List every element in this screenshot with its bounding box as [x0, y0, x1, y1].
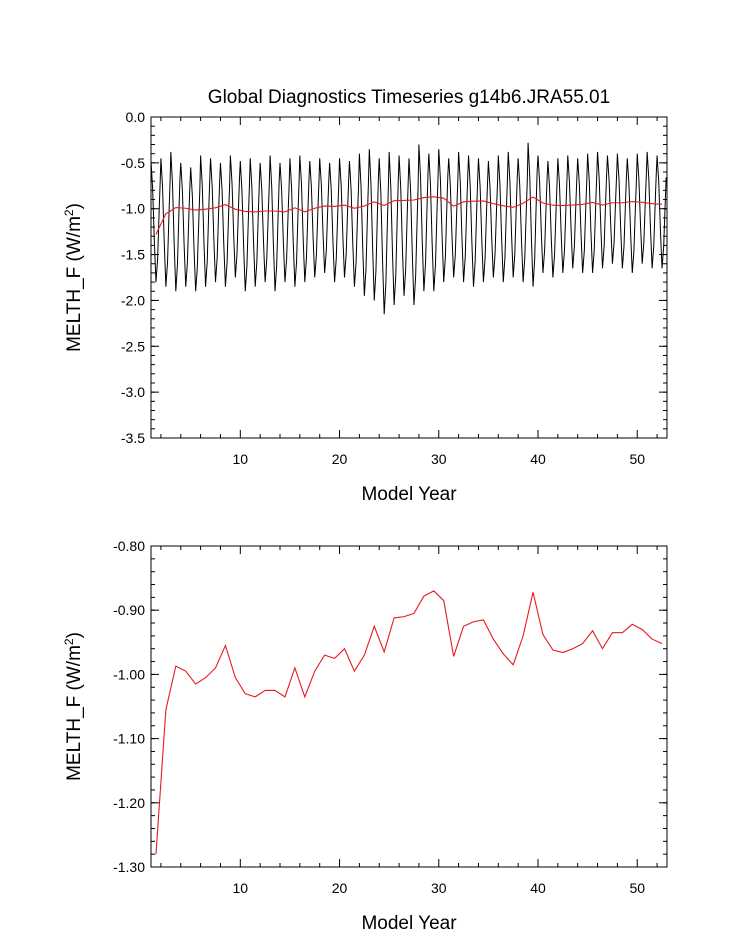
- plot-area: [151, 142, 667, 315]
- x-tick-label: 40: [530, 880, 546, 896]
- y-axis-label-main: MELTH_F (W/m: [64, 216, 85, 352]
- plot-area: [155, 590, 663, 855]
- y-tick-label: -2.5: [121, 338, 145, 354]
- y-tick-label: 0.0: [126, 109, 146, 125]
- y-tick-label: -1.30: [113, 859, 145, 875]
- y-axis-label-close: ): [64, 203, 85, 209]
- x-tick-label: 30: [431, 451, 447, 467]
- y-tick-label: -1.10: [113, 731, 145, 747]
- y-axis-label-close: ): [64, 632, 85, 638]
- y-axis-label-sup: 2: [62, 638, 76, 645]
- y-axis-label: MELTH_F (W/m2): [62, 632, 85, 781]
- x-tick-label: 20: [332, 451, 348, 467]
- y-axis-label-main: MELTH_F (W/m: [64, 645, 85, 781]
- x-tick-label: 10: [233, 880, 249, 896]
- y-tick-label: -3.5: [121, 430, 145, 446]
- y-axis-label: MELTH_F (W/m2): [62, 203, 85, 352]
- plot-frame: [150, 116, 668, 439]
- y-axis-label-sup: 2: [62, 209, 76, 216]
- chart-top: Global Diagnostics Timeseries g14b6.JRA5…: [62, 87, 668, 505]
- chart-title: Global Diagnostics Timeseries g14b6.JRA5…: [208, 87, 610, 108]
- y-tick-label: -0.80: [113, 538, 145, 554]
- x-axis-label: Model Year: [361, 484, 457, 505]
- x-tick-label: 40: [530, 451, 546, 467]
- x-tick-label: 30: [431, 880, 447, 896]
- y-tick-label: -0.90: [113, 602, 145, 618]
- y-tick-label: -1.20: [113, 795, 145, 811]
- y-tick-label: -1.5: [121, 247, 145, 263]
- series-annual-line: [155, 590, 663, 855]
- series-annual-line: [155, 196, 663, 235]
- y-tick-label: -2.0: [121, 292, 145, 308]
- y-tick-label: -0.5: [121, 155, 145, 171]
- chart-bottom: 10 20 30 40 50 -0.80 -0.90 -1.00 -1.10 -1.20 -1.30…: [62, 538, 668, 934]
- x-axis-label: Model Year: [361, 913, 457, 934]
- x-tick-label: 10: [233, 451, 249, 467]
- series-monthly-line: [151, 142, 667, 315]
- y-tick-label: -1.00: [113, 666, 145, 682]
- x-tick-label: 50: [629, 451, 645, 467]
- x-tick-label: 50: [629, 880, 645, 896]
- y-tick-label: -3.0: [121, 384, 145, 400]
- y-tick-label: -1.0: [121, 201, 145, 217]
- plot-frame: [150, 545, 668, 868]
- x-tick-label: 20: [332, 880, 348, 896]
